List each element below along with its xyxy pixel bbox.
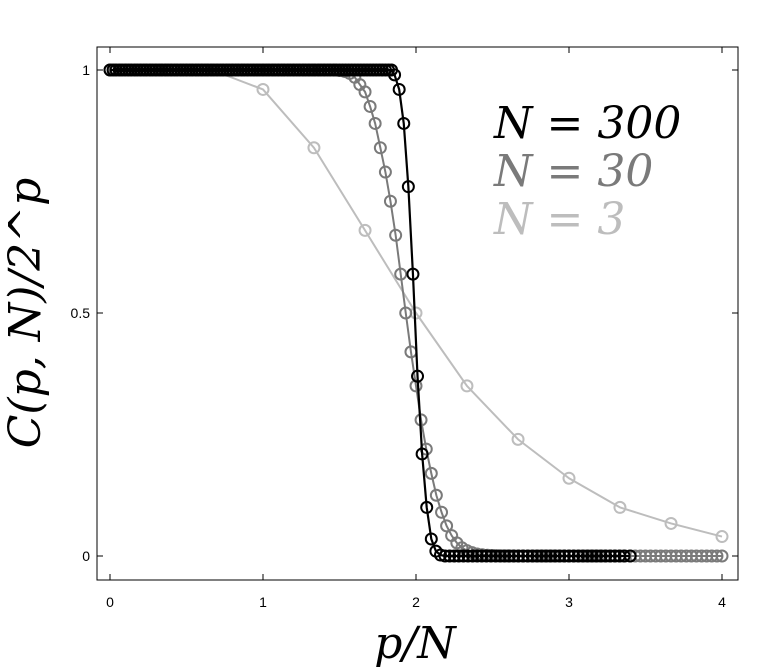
- data-point-n300: [553, 549, 567, 563]
- x-tick-label: 2: [412, 594, 420, 610]
- data-point-n300: [539, 549, 553, 563]
- data-point-n300: [623, 549, 637, 563]
- data-point-n300: [585, 549, 599, 563]
- data-point-n300: [452, 549, 466, 563]
- data-point-n30: [383, 194, 397, 208]
- data-point-n300: [420, 500, 434, 514]
- data-point-n30: [710, 549, 724, 563]
- data-point-n300: [484, 549, 498, 563]
- data-point-n30: [358, 85, 372, 99]
- data-point-n300: [392, 82, 406, 96]
- data-point-n30: [399, 306, 413, 320]
- data-point-n300: [388, 68, 402, 82]
- y-tick-label: 0: [82, 548, 90, 564]
- data-point-n300: [599, 549, 613, 563]
- data-point-n30: [424, 466, 438, 480]
- data-point-n300: [516, 549, 530, 563]
- y-tick-label: 1: [82, 62, 90, 78]
- data-point-n300: [507, 549, 521, 563]
- data-point-n300: [443, 549, 457, 563]
- data-point-n30: [409, 379, 423, 393]
- x-tick-label: 1: [259, 594, 267, 610]
- data-point-n300: [438, 549, 452, 563]
- data-point-n300: [512, 549, 526, 563]
- data-point-n300: [571, 549, 585, 563]
- data-point-n3: [613, 500, 627, 514]
- data-point-n300: [411, 369, 425, 383]
- data-point-n300: [576, 549, 590, 563]
- data-point-n300: [424, 532, 438, 546]
- data-point-n300: [489, 549, 503, 563]
- legend-entry-n30: N = 30: [493, 146, 653, 197]
- data-point-n30: [363, 99, 377, 113]
- data-point-n300: [603, 549, 617, 563]
- data-point-n300: [521, 549, 535, 563]
- data-point-n300: [397, 116, 411, 130]
- series-layer: [103, 63, 729, 563]
- data-point-n3: [664, 516, 678, 530]
- data-point-n300: [525, 549, 539, 563]
- y-tick-label: 0.5: [71, 305, 91, 321]
- data-point-n300: [456, 549, 470, 563]
- data-point-n300: [461, 549, 475, 563]
- x-tick-label: 3: [565, 594, 573, 610]
- ticks-layer: 0 1 2 3 4 0 0.5 1: [71, 47, 738, 610]
- data-point-n30: [368, 116, 382, 130]
- data-point-n300: [401, 180, 415, 194]
- data-point-n300: [567, 549, 581, 563]
- legend-entry-n300: N = 300: [493, 98, 681, 149]
- data-point-n300: [594, 549, 608, 563]
- data-point-n30: [440, 519, 454, 533]
- data-point-n300: [502, 549, 516, 563]
- data-point-n30: [378, 165, 392, 179]
- data-point-n300: [617, 549, 631, 563]
- data-point-n300: [415, 447, 429, 461]
- data-point-n300: [493, 549, 507, 563]
- data-point-n300: [479, 549, 493, 563]
- data-point-n300: [557, 549, 571, 563]
- x-tick-label: 0: [106, 594, 114, 610]
- legend: N = 300 N = 30 N = 3: [493, 98, 681, 245]
- x-tick-label: 4: [718, 594, 726, 610]
- data-point-n30: [394, 267, 408, 281]
- data-point-n300: [498, 549, 512, 563]
- data-point-n300: [530, 549, 544, 563]
- data-point-n3: [256, 82, 270, 96]
- data-point-n300: [608, 549, 622, 563]
- data-point-n300: [466, 549, 480, 563]
- data-point-n300: [548, 549, 562, 563]
- data-point-n30: [373, 141, 387, 155]
- data-point-n3: [511, 432, 525, 446]
- data-point-n30: [429, 488, 443, 502]
- data-point-n300: [470, 549, 484, 563]
- legend-entry-n3: N = 3: [493, 194, 625, 245]
- data-point-n30: [715, 549, 729, 563]
- y-axis-label: C(p, N)/2^p: [0, 178, 51, 449]
- data-point-n30: [389, 228, 403, 242]
- data-point-n3: [307, 141, 321, 155]
- data-point-n300: [580, 549, 594, 563]
- data-point-n300: [534, 549, 548, 563]
- x-axis-label: p/N: [374, 618, 457, 668]
- series-n300: [103, 63, 637, 563]
- data-point-n300: [544, 549, 558, 563]
- data-point-n3: [460, 379, 474, 393]
- data-point-n300: [475, 549, 489, 563]
- data-point-n30: [435, 505, 449, 519]
- data-point-n300: [447, 549, 461, 563]
- data-point-n3: [562, 471, 576, 485]
- data-point-n3: [715, 530, 729, 544]
- data-point-n300: [562, 549, 576, 563]
- data-point-n3: [358, 223, 372, 237]
- data-point-n300: [406, 267, 420, 281]
- data-point-n300: [590, 549, 604, 563]
